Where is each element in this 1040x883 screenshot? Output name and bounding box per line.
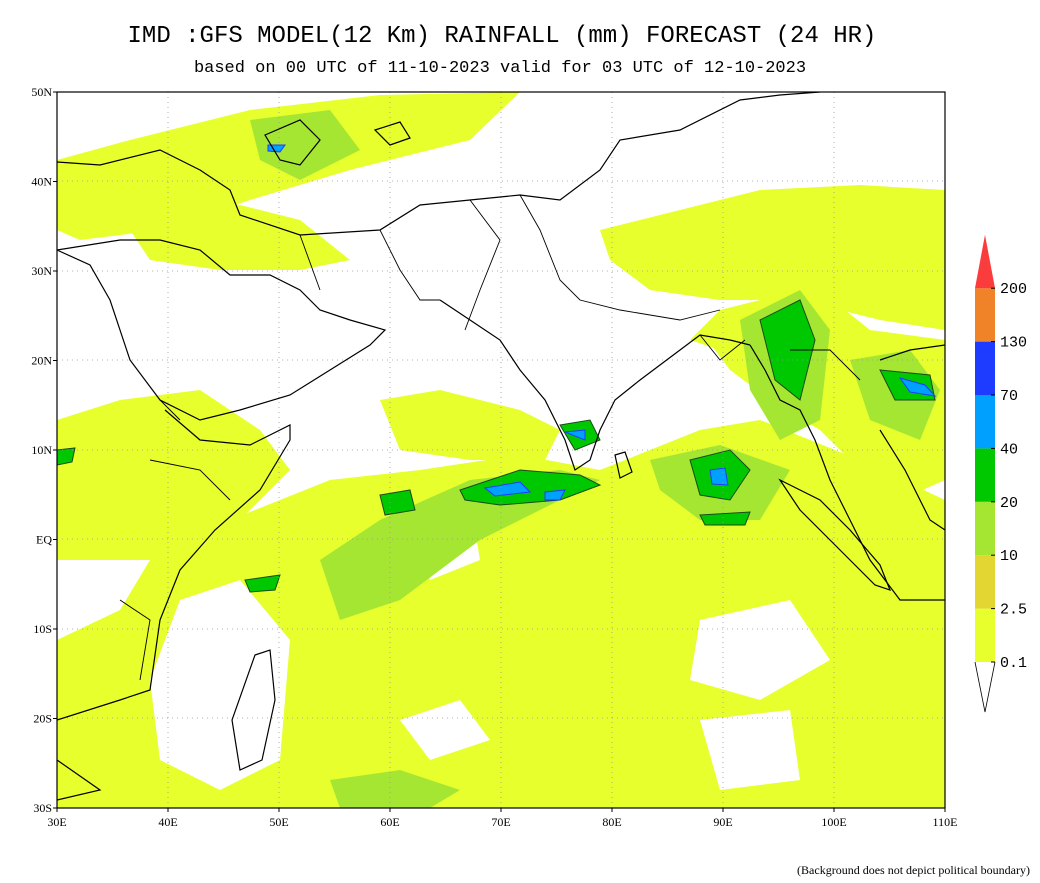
color-bar-segment [975, 341, 995, 395]
graticule [57, 92, 945, 808]
heavy-rain-areas [57, 299, 936, 593]
color-bar-label: 200 [1000, 281, 1027, 298]
below-range-triangle [974, 661, 996, 713]
color-bar-segment [975, 555, 995, 609]
no-rain-gaps [150, 500, 830, 790]
color-bar-label: 130 [1000, 335, 1027, 352]
very-heavy-rain-areas [267, 144, 937, 501]
longitude-label: 100E [821, 815, 846, 829]
color-bar-label: 40 [1000, 441, 1018, 458]
color-bar-segment [975, 448, 995, 502]
longitude-label: 80E [602, 815, 621, 829]
latitude-label: 10N [31, 443, 52, 457]
longitude-labels: 30E 40E 50E 60E 70E 80E 90E 100E 110E [47, 808, 957, 829]
title: IMD :GFS MODEL(12 Km) RAINFALL (mm) FORE… [128, 23, 877, 50]
color-bar: 0.1 2.5 10 20 40 70 130 200 [974, 234, 1027, 713]
borders [119, 194, 861, 681]
coastlines [57, 92, 945, 801]
color-bar-segment [975, 395, 995, 449]
latitude-label: 20S [33, 712, 52, 726]
longitude-label: 30E [47, 815, 66, 829]
footnote: (Background does not depict political bo… [797, 863, 1030, 877]
latitude-label: 30N [31, 264, 52, 278]
color-bar-segment [975, 608, 995, 662]
longitude-label: 70E [491, 815, 510, 829]
longitude-label: 60E [380, 815, 399, 829]
longitude-label: 110E [933, 815, 958, 829]
rainfall-field [57, 92, 945, 808]
color-bar-label: 2.5 [1000, 602, 1027, 619]
color-bar-label: 20 [1000, 495, 1018, 512]
color-bar-label: 0.1 [1000, 655, 1027, 672]
latitude-label: 10S [33, 622, 52, 636]
longitude-label: 90E [713, 815, 732, 829]
color-bar-top-triangle [975, 234, 995, 289]
latitude-label: 30S [33, 801, 52, 815]
latitude-label: EQ [36, 533, 52, 547]
latitude-labels: 50N 40N 30N 20N 10N EQ 10S 20S 30S [31, 85, 57, 815]
latitude-label: 50N [31, 85, 52, 99]
subtitle: based on 00 UTC of 11-10-2023 valid for … [194, 59, 806, 78]
latitude-label: 40N [31, 175, 52, 189]
latitude-label: 20N [31, 354, 52, 368]
longitude-label: 50E [269, 815, 288, 829]
color-bar-label: 70 [1000, 388, 1018, 405]
color-bar-label: 10 [1000, 548, 1018, 565]
color-bar-segment [975, 288, 995, 342]
color-bar-segment [975, 501, 995, 556]
longitude-label: 40E [158, 815, 177, 829]
